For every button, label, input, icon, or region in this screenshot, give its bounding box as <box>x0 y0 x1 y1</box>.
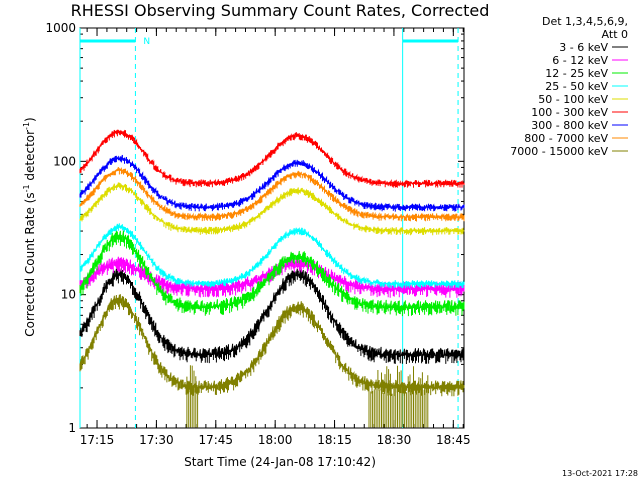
x-tick-label: 18:45 <box>436 433 471 447</box>
x-tick-label: 18:30 <box>377 433 412 447</box>
series-line-r <box>79 129 465 188</box>
x-tick-label: 18:15 <box>317 433 352 447</box>
legend-header-attenuator: Att 0 <box>602 28 628 41</box>
series-line-c <box>79 223 465 289</box>
y-tick-label: 100 <box>53 154 76 168</box>
legend-label-k: 3 - 6 keV <box>559 41 608 54</box>
x-axis: 17:15 17:30 17:45 18:00 18:15 18:30 18:45 <box>80 28 471 447</box>
series-line-m <box>79 256 465 298</box>
y-tick-label: 10 <box>61 288 76 302</box>
x-tick-label: 18:00 <box>258 433 293 447</box>
y-axis: 1 10 100 1000 <box>45 21 464 435</box>
legend-label-ol: 7000 - 15000 keV <box>510 145 608 158</box>
x-tick-label: 17:45 <box>198 433 233 447</box>
night-flag-label: N <box>143 37 150 47</box>
legend-label-r: 100 - 300 keV <box>531 106 608 119</box>
legend-label-b: 300 - 800 keV <box>531 119 608 132</box>
chart-title: RHESSI Observing Summary Count Rates, Co… <box>71 1 490 20</box>
x-tick-label: 17:30 <box>139 433 174 447</box>
legend-header-detectors: Det 1,3,4,5,6,9, <box>542 15 628 28</box>
legend-label-m: 6 - 12 keV <box>552 54 608 67</box>
legend-label-g: 12 - 25 keV <box>545 67 608 80</box>
series-line-b <box>79 154 465 212</box>
series-line-g <box>79 230 465 317</box>
legend-label-y: 50 - 100 keV <box>538 93 608 106</box>
series-line-y <box>79 182 465 236</box>
series-line-k <box>79 267 465 364</box>
plot-border <box>79 27 465 429</box>
generated-timestamp: 13-Oct-2021 17:28 <box>562 469 638 478</box>
legend-label-c: 25 - 50 keV <box>545 80 608 93</box>
series-line-ol <box>79 294 465 428</box>
legend-label-o: 800 - 7000 keV <box>524 132 608 145</box>
series-group <box>79 129 465 428</box>
x-tick-label: 17:15 <box>80 433 115 447</box>
series-line-o <box>79 166 465 222</box>
plot-frame <box>79 27 465 429</box>
y-tick-label: 1 <box>68 421 76 435</box>
y-axis-label: Corrected Count Rate (s-1 detector-1) <box>22 117 37 336</box>
y-tick-label: 1000 <box>45 21 76 35</box>
x-axis-label: Start Time (24-Jan-08 17:10:42) <box>184 455 376 469</box>
